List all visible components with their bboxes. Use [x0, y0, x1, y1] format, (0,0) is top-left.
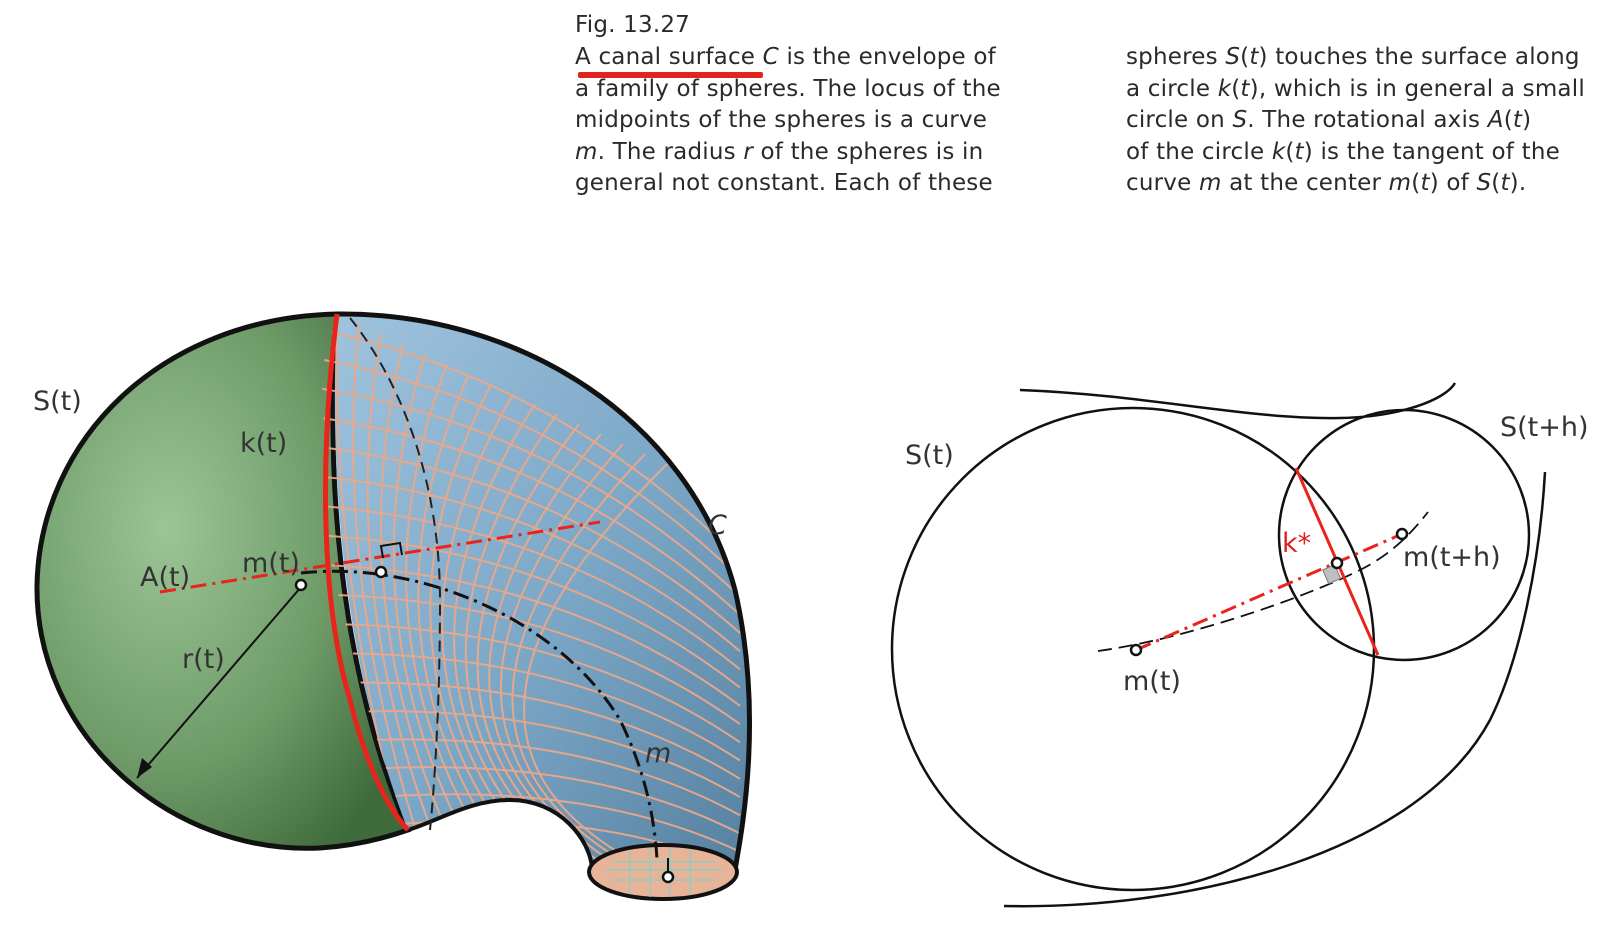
grid-line-parallel [322, 387, 741, 598]
caption-line: midpoints of the spheres is a curve [575, 107, 988, 133]
curve-end-point [661, 870, 675, 884]
axis-point [374, 565, 388, 579]
surface-outline [336, 311, 753, 871]
grid-line-parallel [331, 623, 741, 744]
point-intersection [1330, 556, 1344, 570]
label-st: S(t) [33, 386, 82, 417]
grid-line-parallel [324, 446, 741, 634]
label-kt: k(t) [240, 428, 287, 459]
grid-line-parallel [335, 710, 741, 798]
radius-arrowhead [137, 758, 152, 778]
grid-line-parallel [328, 534, 741, 689]
grid-line-meridian [380, 343, 451, 839]
caption-line: of the circle k(t) is the tangent of the [1126, 138, 1560, 165]
left-figure: S(t) k(t) C A(t) m(t) r(t) m [33, 311, 753, 901]
point-mt [1129, 643, 1143, 657]
grid-line-meridian [366, 333, 435, 836]
label-k-star: k* [1282, 528, 1311, 559]
grid-line-parallel [338, 793, 741, 853]
caption-line: general not constant. Each of these [575, 170, 993, 196]
caption-line: A canal surface C is the envelope of [575, 44, 996, 70]
label-st-right: S(t) [905, 440, 954, 471]
grid-line-meridian [392, 353, 468, 842]
grid-line-parallel [329, 564, 741, 707]
grid-line-parallel [320, 358, 741, 579]
label-m: m [645, 738, 671, 769]
grid-line-meridian [352, 323, 418, 833]
dashed-meridian [349, 317, 442, 831]
caption-line: a circle k(t), which is in general a sma… [1126, 75, 1585, 102]
label-mt: m(t) [242, 548, 300, 579]
grid-line-meridian [405, 363, 485, 844]
grid-line-parallel [319, 329, 741, 561]
curve-m-dashed [1097, 511, 1429, 652]
figure-number: Fig. 13.27 [575, 12, 691, 38]
sphere-st-plus-h-circle [1277, 408, 1531, 662]
grid-line-parallel [325, 476, 741, 652]
label-mt-right: m(t) [1123, 666, 1181, 697]
grid-line-meridian [523, 463, 668, 871]
circle-kt [323, 313, 410, 832]
envelope-top [1019, 382, 1457, 420]
radius-line [136, 586, 302, 779]
grid-line-parallel [337, 766, 741, 835]
caption-left-column: A canal surface C is the envelope of a fa… [575, 42, 1045, 200]
caption-line: curve m at the center m(t) of S(t). [1126, 170, 1527, 196]
right-angle-mark [379, 541, 403, 559]
caption-line: circle on S. The rotational axis A(t) [1126, 107, 1532, 133]
point-mt-plus-h [1395, 527, 1409, 541]
surface-inner-outline [407, 797, 594, 869]
grid-line-parallel [336, 738, 741, 817]
label-mt-plus-h: m(t+h) [1403, 542, 1501, 573]
center-point-mt [294, 578, 308, 592]
grid-line-parallel [323, 417, 741, 616]
label-at: A(t) [140, 562, 190, 593]
caption-right-column: spheres S(t) touches the surface along a … [1126, 42, 1600, 200]
grid-line-parallel [332, 652, 741, 762]
grid-line-parallel [326, 505, 741, 671]
grid-line-parallel [330, 593, 741, 725]
caption-line: spheres S(t) touches the surface along [1126, 44, 1580, 70]
label-rt: r(t) [182, 644, 225, 675]
grid-line-meridian [441, 393, 535, 852]
axis-red [1135, 532, 1403, 652]
envelope-bottom [1003, 471, 1547, 908]
caption-line: m. The radius r of the spheres is in [575, 138, 984, 165]
surface-grid [319, 313, 741, 871]
right-angle-mark-2 [1322, 564, 1342, 585]
label-st-plus-h: S(t+h) [1500, 412, 1589, 443]
red-underline-mark [578, 72, 763, 78]
axis-at [159, 520, 601, 594]
caption-line: a family of spheres. The locus of the [575, 75, 1001, 102]
label-c: C [708, 510, 727, 541]
right-figure [890, 382, 1547, 908]
grid-line-parallel [334, 681, 741, 780]
tube-end-opening [587, 843, 739, 901]
right-figure-labels: S(t) S(t+h) k* m(t+h) m(t) [905, 412, 1589, 697]
curve-m [300, 569, 659, 861]
